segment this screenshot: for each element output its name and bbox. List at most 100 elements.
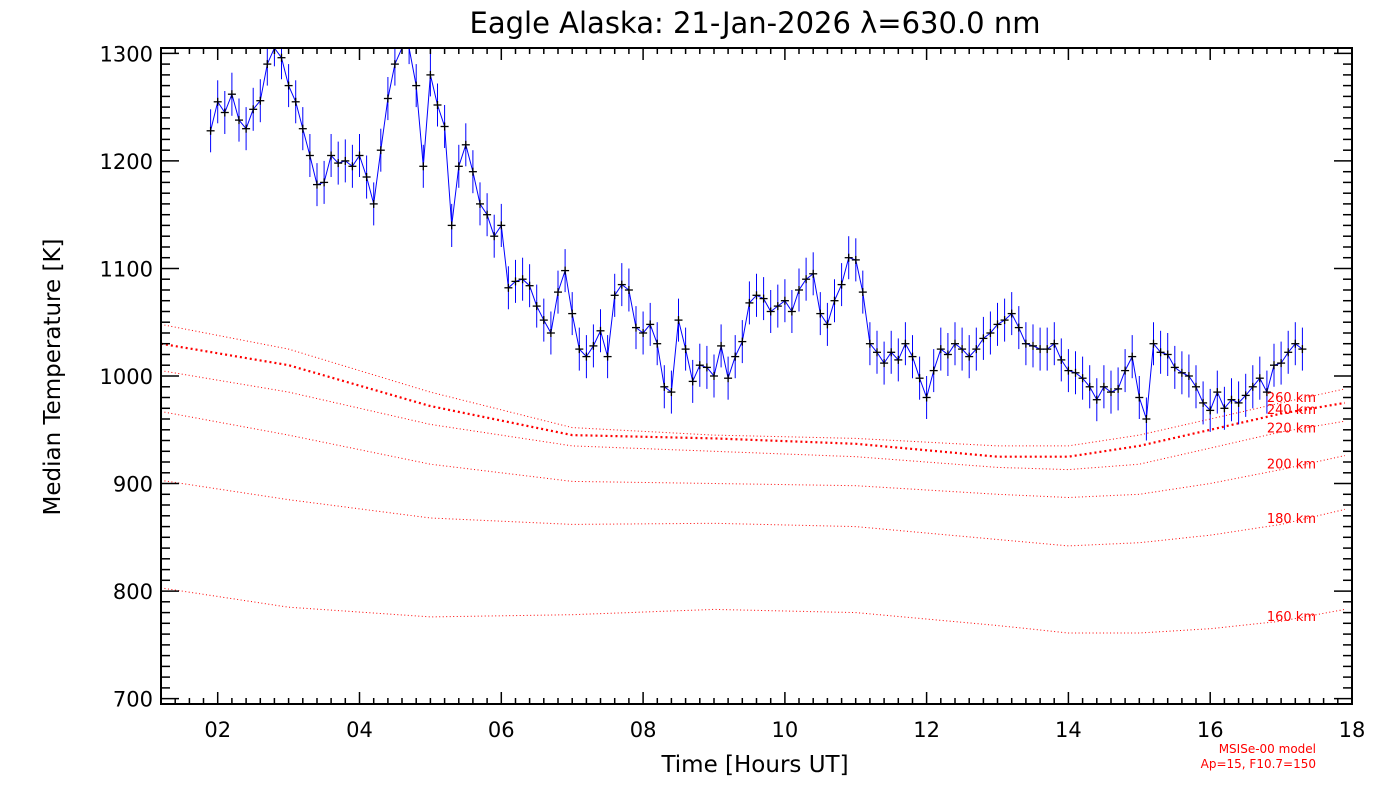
model-note-params: Ap=15, F10.7=150 [1201,757,1316,771]
data-point [809,269,818,278]
data-point [1248,382,1257,391]
model-label-180km: 180 km [1267,512,1316,527]
data-point [1270,361,1278,370]
data-point [1029,341,1037,350]
data-point [1099,382,1108,391]
x-tick-label: 08 [630,718,657,742]
y-tick-label: 900 [113,473,153,497]
data-point [1255,374,1264,383]
data-point [313,180,321,189]
x-tick-label: 12 [913,718,940,742]
data-point [674,316,683,325]
data-point [1213,388,1222,397]
data-point [745,298,754,307]
plot-frame [160,47,1353,705]
data-point [1149,339,1158,348]
data-point [461,140,470,149]
data-point [617,280,626,289]
data-point [1227,395,1236,404]
data-point [1050,339,1059,348]
data-point [858,288,867,297]
data-point [632,323,640,332]
y-tick-label: 1100 [100,258,153,282]
data-point [653,339,662,348]
data-point [256,96,265,105]
data-point [206,126,215,135]
data-point [986,329,995,337]
data-point [688,377,697,386]
data-point [667,388,676,397]
data-point [958,345,967,354]
data-point [1170,363,1179,372]
data-point [362,173,371,181]
data-point [816,309,825,318]
data-point [851,255,860,264]
data-point [1121,366,1130,375]
data-point [1078,374,1087,383]
data-point [830,296,839,305]
data-point [865,339,874,348]
data-point [305,151,314,160]
data-point [390,60,399,69]
data-point [1064,366,1073,375]
data-point [887,348,896,357]
data-point [780,296,789,305]
data-point [929,366,938,375]
model-label-240km: 240 km [1267,403,1316,418]
data-point [369,199,378,208]
data-point [610,291,619,300]
data-point [235,116,243,125]
data-point [518,275,527,284]
data-point [993,320,1002,329]
y-tick-label: 800 [113,580,153,604]
data-point [433,101,442,109]
data-point [476,199,484,208]
data-point [284,81,293,90]
data-point [1014,323,1023,332]
data-point [759,294,768,303]
data-point [908,352,917,361]
x-tick-label: 18 [1339,718,1366,742]
data-point [539,316,548,325]
data-point [1298,345,1307,354]
data-point [298,124,307,133]
data-point [1234,398,1243,407]
y-tick-label: 1000 [100,365,153,389]
y-tick-label: 1200 [100,150,153,174]
data-point [1071,368,1080,377]
y-tick-label: 700 [113,688,153,712]
data-point [242,124,251,133]
data-point [263,60,272,69]
data-point [1241,391,1250,400]
data-point [1291,339,1300,348]
data-point [575,345,584,354]
data-series [206,47,1307,441]
data-point [554,288,562,297]
data-point [1092,395,1101,404]
data-point [936,345,945,354]
data-point [220,108,229,117]
data-point [1163,350,1172,359]
data-point [965,352,974,361]
data-point [341,156,350,165]
data-point [383,94,392,103]
data-point [561,266,570,275]
data-point [291,97,300,106]
data-point [1262,388,1271,397]
data-point [568,309,577,318]
data-point [1156,348,1165,357]
data-point [497,221,506,230]
data-point [738,337,747,346]
y-tick-label: 1300 [100,42,153,66]
data-point [227,90,236,99]
data-point [532,302,541,311]
data-point [426,70,435,79]
data-point [1284,348,1293,357]
model-label-260km: 260 km [1267,391,1316,406]
data-point [490,232,499,241]
model-curve-200km [160,411,1346,499]
data-point [376,146,385,155]
data-point [731,352,740,361]
chart-title: Eagle Alaska: 21-Jan-2026 λ=630.0 nm [470,6,1041,40]
data-point [1177,368,1186,377]
